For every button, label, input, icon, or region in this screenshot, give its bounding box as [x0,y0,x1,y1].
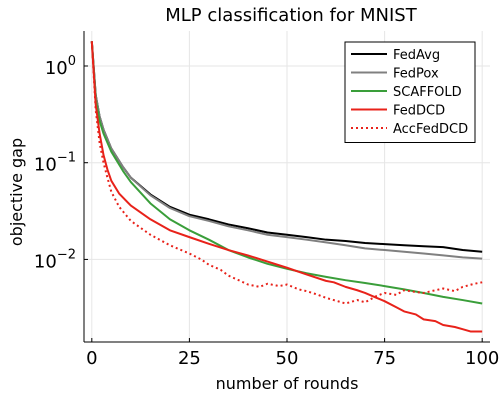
x-tick-label: 50 [276,348,299,369]
legend-label: FedDCD [393,104,445,119]
y-tick-label: 10−2 [34,247,76,272]
series-layer [90,41,483,333]
legend-box [344,41,476,143]
legend-label: SCAFFOLD [393,85,462,100]
series-line-fedpox [90,41,483,260]
chart-title: MLP classification for MNIST [165,5,417,26]
y-tick-label: 100 [45,54,76,79]
ticks-layer: 0 25 50 75 100 100 10−1 10−2 [34,54,499,369]
legend-label: FedAvg [393,48,440,63]
y-axis-label: objective gap [7,138,26,246]
x-tick-label: 100 [465,348,499,369]
series-line-accfeddcd [90,41,483,305]
x-tick-label: 25 [178,348,201,369]
legend-label: AccFedDCD [393,122,468,137]
x-axis-label: number of rounds [216,374,359,393]
x-tick-label: 75 [373,348,396,369]
x-tick-label: 0 [86,348,97,369]
legend-label: FedPox [393,67,439,82]
legend: FedAvg FedPox SCAFFOLD FedDCD AccFedDCD [344,41,476,143]
y-tick-label: 10−1 [34,151,76,176]
series-line-feddcd [90,41,483,333]
